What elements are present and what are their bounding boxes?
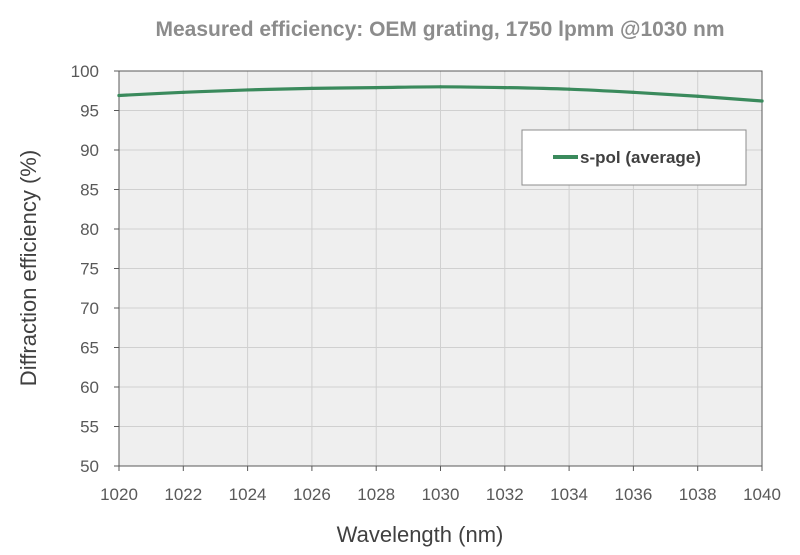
x-tick-label-1028: 1028	[357, 485, 395, 504]
data-point-1030	[438, 85, 443, 89]
y-tick-label-80: 80	[80, 220, 99, 239]
data-point-1026	[310, 86, 314, 90]
data-point-1024	[246, 88, 250, 92]
x-axis-label: Wavelength (nm)	[337, 522, 504, 547]
data-point-1034	[567, 87, 571, 91]
x-tick-label-1022: 1022	[164, 485, 202, 504]
x-tick-labels: 1020 1022 1024 1026 1028 1030 1032 1034 1036 1038…	[100, 485, 781, 504]
x-tick-label-1020: 1020	[100, 485, 138, 504]
data-point-1040	[760, 99, 764, 103]
data-point-1038	[696, 94, 700, 98]
x-tick-label-1026: 1026	[293, 485, 331, 504]
y-tick-label-50: 50	[80, 457, 99, 476]
y-tick-label-95: 95	[80, 102, 99, 121]
data-point-1022	[181, 90, 185, 94]
series-layer	[117, 85, 764, 103]
x-tick-label-1036: 1036	[614, 485, 652, 504]
legend-label-s-pol: s-pol (average)	[580, 148, 701, 167]
data-point-1020	[117, 93, 121, 98]
y-tick-label-100: 100	[71, 62, 99, 81]
legend: s-pol (average)	[521, 129, 747, 186]
y-tick-label-70: 70	[80, 299, 99, 318]
data-point-1032	[503, 85, 507, 90]
y-tick-label-55: 55	[80, 418, 99, 437]
x-tick-label-1038: 1038	[679, 485, 717, 504]
chart-title: Measured efficiency: OEM grating, 1750 l…	[156, 18, 725, 41]
plot-frame	[118, 70, 763, 467]
x-tick-label-1030: 1030	[422, 485, 460, 504]
axes	[114, 70, 763, 471]
x-tick-label-1040: 1040	[743, 485, 781, 504]
y-tick-label-75: 75	[80, 260, 99, 279]
y-tick-label-90: 90	[80, 141, 99, 160]
y-tick-labels: 50 55 60 65 70 75 80 85 90 95 100	[71, 62, 99, 476]
y-tick-label-85: 85	[80, 181, 99, 200]
data-point-1036	[631, 90, 636, 94]
x-tick-label-1024: 1024	[229, 485, 267, 504]
data-point-1028	[374, 85, 378, 90]
y-tick-label-65: 65	[80, 339, 99, 358]
x-tick-label-1034: 1034	[550, 485, 588, 504]
y-tick-label-60: 60	[80, 378, 99, 397]
x-tick-label-1032: 1032	[486, 485, 524, 504]
y-axis-label: Diffraction efficiency (%)	[16, 150, 41, 386]
